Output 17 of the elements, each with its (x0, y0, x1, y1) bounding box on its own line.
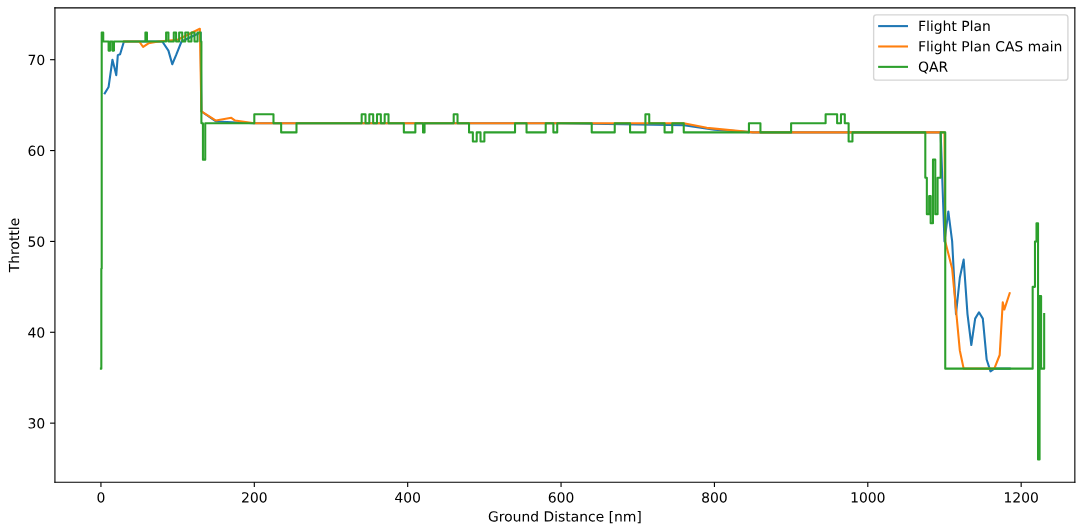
legend-label: QAR (918, 61, 948, 74)
x-tick-label: 1000 (851, 492, 885, 503)
x-tick-label: 0 (97, 492, 105, 503)
y-tick-label: 30 (28, 418, 45, 429)
y-tick-label: 50 (28, 236, 45, 247)
x-tick-label: 200 (242, 492, 267, 503)
y-tick-label: 60 (28, 145, 45, 157)
y-tick-label: 70 (28, 54, 45, 66)
y-axis-title: Throttle (8, 218, 20, 273)
x-tick-label: 400 (395, 492, 421, 503)
x-tick-label: 1200 (1005, 492, 1038, 503)
x-axis-title: Ground Distance [nm] (488, 510, 641, 524)
x-tick-label: 600 (548, 492, 574, 503)
y-tick-label: 40 (28, 327, 45, 338)
legend-label: Flight Plan (919, 20, 990, 34)
x-tick-label: 800 (702, 492, 727, 503)
legend-label: Flight Plan CAS main (919, 40, 1062, 55)
